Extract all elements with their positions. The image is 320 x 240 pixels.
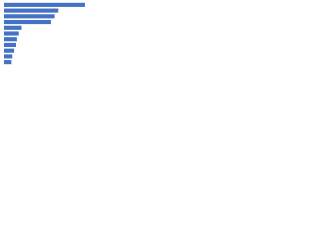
bar bbox=[4, 48, 15, 53]
page: (() => { const data = JSON.parse(documen… bbox=[0, 0, 320, 71]
bar bbox=[4, 25, 22, 30]
bar bbox=[4, 2, 85, 7]
bar bbox=[4, 8, 59, 13]
bar bbox=[4, 14, 55, 19]
chart bbox=[4, 2, 85, 65]
bar bbox=[4, 60, 12, 65]
bar bbox=[4, 37, 17, 42]
bar bbox=[4, 19, 51, 25]
bar bbox=[4, 54, 13, 59]
bar bbox=[4, 42, 16, 48]
bar bbox=[4, 31, 19, 36]
